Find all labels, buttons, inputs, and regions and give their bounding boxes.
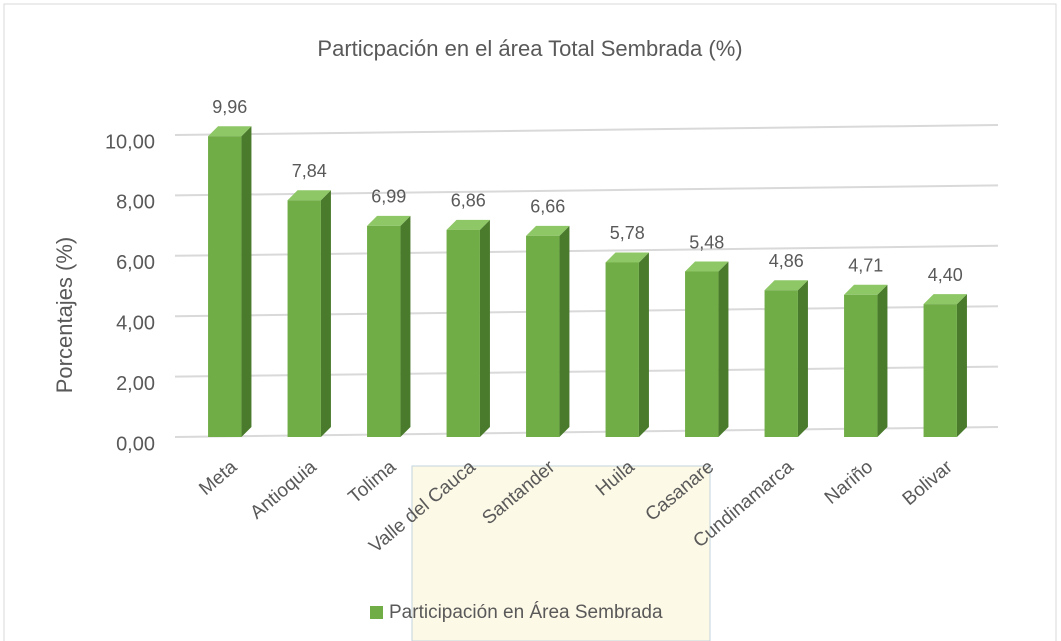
bar-side: [639, 252, 649, 437]
bar: [685, 272, 718, 437]
value-label: 6,86: [451, 191, 486, 211]
bar: [367, 226, 400, 437]
value-label: 9,96: [212, 97, 247, 117]
y-tick-label: 10,00: [105, 131, 155, 153]
value-label: 4,71: [848, 256, 883, 276]
bar-side: [321, 190, 331, 437]
y-tick-label: 4,00: [116, 312, 155, 334]
legend-swatch: [370, 606, 383, 619]
bar: [765, 290, 798, 437]
chart-title: Particpación en el área Total Sembrada (…: [317, 36, 742, 61]
bar: [526, 236, 559, 437]
bar-side: [718, 262, 728, 437]
bar: [844, 295, 877, 437]
legend-label: Participación en Área Sembrada: [389, 602, 663, 623]
y-tick-label: 6,00: [116, 252, 155, 274]
bar-side: [559, 226, 569, 437]
value-label: 4,86: [769, 251, 804, 271]
value-label: 6,99: [371, 187, 406, 207]
value-label: 5,78: [610, 223, 645, 243]
y-tick-label: 2,00: [116, 373, 155, 395]
bar-side: [877, 285, 887, 437]
bar: [924, 304, 957, 437]
y-tick-label: 8,00: [116, 192, 155, 214]
bar-side: [798, 280, 808, 437]
y-axis-label: Porcentajes (%): [52, 237, 77, 394]
bar: [447, 230, 480, 437]
bar-side: [241, 126, 251, 437]
value-label: 7,84: [292, 161, 327, 181]
chart: Particpación en el área Total Sembrada (…: [0, 0, 1061, 641]
y-tick-label: 0,00: [116, 433, 155, 455]
value-label: 4,40: [928, 265, 963, 285]
bar-side: [480, 220, 490, 437]
bar: [606, 262, 639, 437]
bar: [208, 136, 241, 437]
bar-side: [957, 294, 967, 437]
value-label: 6,66: [530, 197, 565, 217]
bar: [288, 200, 321, 437]
value-label: 5,48: [689, 232, 724, 252]
bar-side: [400, 216, 410, 437]
